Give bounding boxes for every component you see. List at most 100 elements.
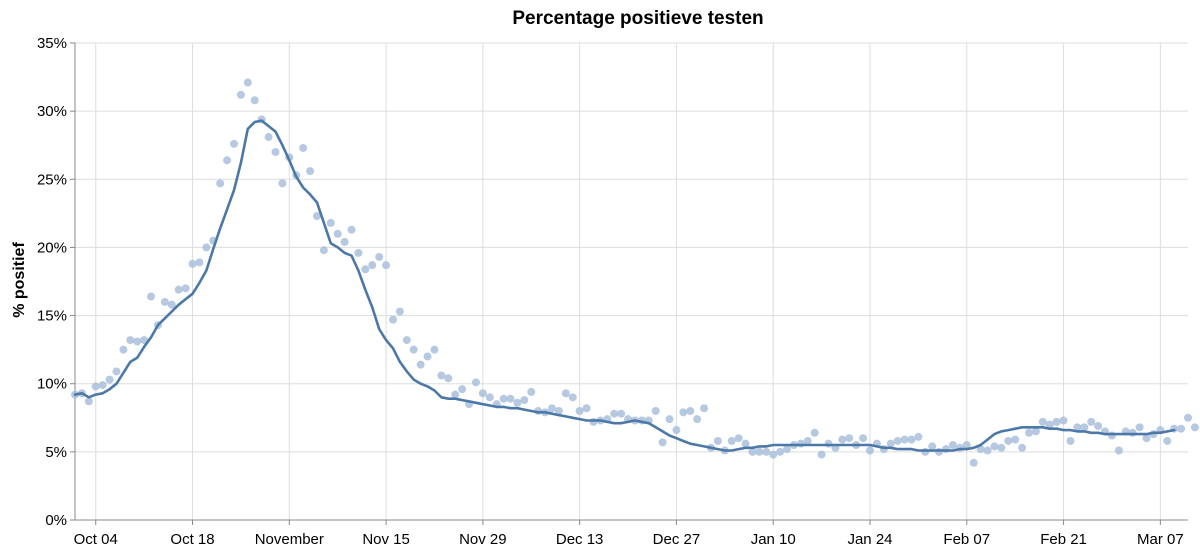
data-point (423, 352, 432, 361)
data-point (1004, 436, 1013, 445)
data-point (471, 378, 480, 387)
data-point (561, 389, 570, 398)
data-point (935, 447, 944, 456)
data-point (859, 434, 868, 443)
data-point (665, 415, 674, 424)
data-point (485, 393, 494, 402)
data-point (513, 398, 522, 407)
data-point (817, 450, 826, 459)
data-point (713, 436, 722, 445)
data-point (693, 415, 702, 424)
data-point (914, 432, 923, 441)
data-point (216, 179, 225, 188)
x-tick-label: November (255, 531, 324, 548)
data-point (700, 404, 709, 413)
data-point (1011, 435, 1020, 444)
data-point (1114, 446, 1123, 455)
data-point (997, 443, 1006, 452)
data-point (1190, 423, 1199, 432)
x-tick-label: Dec 27 (653, 531, 701, 548)
x-tick-label: Dec 13 (556, 531, 604, 548)
data-point (1107, 431, 1116, 440)
y-tick-label: 30% (37, 103, 67, 120)
data-point (1087, 417, 1096, 426)
data-point (361, 265, 370, 274)
data-point (907, 435, 916, 444)
data-point (119, 345, 128, 354)
data-point (568, 393, 577, 402)
data-point (1184, 413, 1192, 422)
data-point (230, 139, 238, 148)
data-point (1031, 427, 1040, 436)
data-point (1094, 421, 1103, 430)
data-point (776, 447, 785, 456)
data-point (451, 390, 460, 399)
data-point (686, 406, 695, 415)
data-point (610, 409, 619, 418)
data-point (727, 436, 736, 445)
data-point (803, 436, 812, 445)
data-point (1059, 416, 1068, 425)
data-point (948, 441, 957, 450)
data-point (962, 441, 971, 450)
data-point (312, 212, 321, 221)
data-point (658, 438, 667, 447)
y-axis-label: % positief (11, 242, 28, 318)
data-point (188, 259, 197, 268)
data-point (250, 96, 259, 105)
data-point (195, 258, 204, 267)
data-point (444, 374, 453, 383)
data-point (98, 381, 107, 390)
data-point (990, 442, 999, 451)
data-point (1128, 428, 1137, 437)
data-point (769, 450, 778, 459)
data-point (672, 426, 681, 435)
x-tick-label: Mar 07 (1137, 531, 1184, 548)
data-point (354, 248, 363, 257)
data-point (796, 439, 805, 448)
data-point (223, 156, 232, 165)
data-point (748, 447, 757, 456)
data-point (942, 445, 951, 454)
y-tick-label: 25% (37, 171, 67, 188)
y-tick-label: 0% (45, 512, 67, 529)
data-point (969, 458, 978, 467)
data-point (105, 375, 114, 384)
data-point (174, 285, 183, 294)
data-point (167, 300, 176, 309)
data-point (575, 406, 584, 415)
data-point (1142, 434, 1151, 443)
data-point (347, 225, 356, 234)
data-point (741, 439, 750, 448)
data-point (458, 385, 467, 394)
data-point (810, 428, 819, 437)
data-point (845, 434, 854, 443)
data-point (824, 439, 833, 448)
scatter-series (71, 78, 1199, 467)
data-point (762, 447, 771, 456)
grid-layer (75, 42, 1188, 521)
data-point (520, 396, 529, 405)
data-point (1135, 423, 1144, 432)
x-tick-label: Oct 04 (74, 531, 118, 548)
data-point (755, 447, 764, 456)
data-point (527, 387, 536, 396)
x-tick-label: Nov 29 (459, 531, 507, 548)
data-point (734, 434, 743, 443)
data-point (91, 382, 100, 391)
y-tick-label: 15% (37, 308, 67, 325)
data-point (900, 435, 909, 444)
data-point (126, 336, 135, 345)
data-point (617, 409, 626, 418)
data-point (389, 315, 397, 324)
data-point (133, 337, 142, 346)
data-point (112, 367, 121, 376)
chart-title: Percentage positieve testen (512, 8, 763, 29)
data-point (416, 360, 425, 369)
data-point (402, 336, 411, 345)
data-point (181, 284, 190, 293)
data-point (548, 404, 556, 413)
data-point (264, 133, 273, 142)
data-point (299, 143, 308, 152)
